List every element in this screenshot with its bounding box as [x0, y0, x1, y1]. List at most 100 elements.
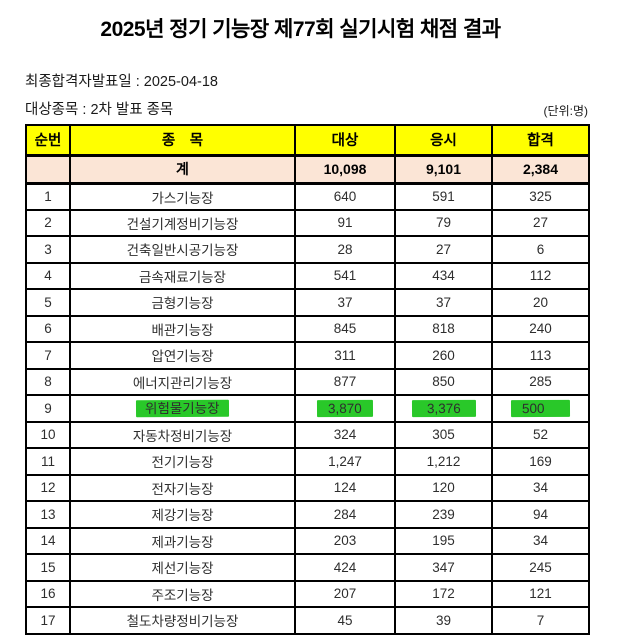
- meta-row: 대상종목 : 2차 발표 종목 (단위:명): [25, 98, 588, 119]
- cell-passed: 285: [491, 367, 590, 396]
- cell-target: 1,247: [294, 447, 396, 476]
- cell-no: [25, 154, 71, 185]
- cell-target: 845: [294, 314, 396, 343]
- cell-applied: 434: [394, 261, 493, 290]
- cell-passed: 240: [491, 314, 590, 343]
- cell-target: 207: [294, 579, 396, 608]
- unit-label: (단위:명): [543, 104, 588, 118]
- total-row: 계 10,098 9,101 2,384: [25, 154, 590, 185]
- green-highlight: 3,870: [317, 399, 373, 417]
- cell-target: 877: [294, 367, 396, 396]
- cell-target: 203: [294, 526, 396, 555]
- col-header-target: 대상: [294, 124, 396, 157]
- table-row: 12 전자기능장 124 120 34: [25, 473, 590, 502]
- cell-no: 12: [25, 473, 71, 502]
- cell-no: 14: [25, 526, 71, 555]
- green-highlight: 위험물기능장: [136, 399, 229, 417]
- cell-subject: 주조기능장: [69, 579, 296, 608]
- cell-applied: 1,212: [394, 447, 493, 476]
- cell-applied: 120: [394, 473, 493, 502]
- cell-target: 640: [294, 182, 396, 211]
- cell-target: 124: [294, 473, 396, 502]
- col-header-passed: 합격: [491, 124, 590, 157]
- cell-passed: 500: [491, 394, 590, 423]
- table-row: 8 에너지관리기능장 877 850 285: [25, 367, 590, 396]
- cell-passed: 34: [491, 473, 590, 502]
- cell-no: 15: [25, 553, 71, 582]
- cell-passed: 94: [491, 500, 590, 529]
- cell-passed: 34: [491, 526, 590, 555]
- cell-no: 7: [25, 341, 71, 370]
- cell-applied: 37: [394, 288, 493, 317]
- table-row: 4 금속재료기능장 541 434 112: [25, 261, 590, 290]
- cell-passed: 2,384: [491, 154, 590, 185]
- cell-applied: 195: [394, 526, 493, 555]
- cell-passed: 6: [491, 235, 590, 264]
- cell-passed: 7: [491, 606, 590, 635]
- col-header-no: 순번: [25, 124, 71, 157]
- cell-no: 17: [25, 606, 71, 635]
- cell-no: 9: [25, 394, 71, 423]
- cell-no: 4: [25, 261, 71, 290]
- cell-no: 6: [25, 314, 71, 343]
- table-row: 2 건설기계정비기능장 91 79 27: [25, 208, 590, 237]
- cell-applied: 79: [394, 208, 493, 237]
- cell-no: 16: [25, 579, 71, 608]
- cell-applied: 39: [394, 606, 493, 635]
- page-title: 2025년 정기 기능장 제77회 실기시험 채점 결과: [100, 18, 501, 41]
- cell-subject: 전기기능장: [69, 447, 296, 476]
- cell-target: 284: [294, 500, 396, 529]
- cell-applied: 9,101: [394, 154, 493, 185]
- cell-subject: 제선기능장: [69, 553, 296, 582]
- cell-target: 91: [294, 208, 396, 237]
- cell-target: 541: [294, 261, 396, 290]
- cell-applied: 850: [394, 367, 493, 396]
- cell-subject: 가스기능장: [69, 182, 296, 211]
- cell-passed: 121: [491, 579, 590, 608]
- cell-subject: 에너지관리기능장: [69, 367, 296, 396]
- cell-applied: 347: [394, 553, 493, 582]
- table-row: 5 금형기능장 37 37 20: [25, 288, 590, 317]
- cell-passed: 113: [491, 341, 590, 370]
- cell-passed: 325: [491, 182, 590, 211]
- cell-subject: 전자기능장: [69, 473, 296, 502]
- table-row: 17 철도차량정비기능장 45 39 7: [25, 606, 590, 635]
- cell-no: 3: [25, 235, 71, 264]
- cell-subject: 위험물기능장: [69, 394, 296, 423]
- cell-subject: 압연기능장: [69, 341, 296, 370]
- cell-applied: 591: [394, 182, 493, 211]
- cell-no: 2: [25, 208, 71, 237]
- header-row: 순번 종 목 대상 응시 합격: [25, 124, 590, 157]
- table-row: 10 자동차정비기능장 324 305 52: [25, 420, 590, 449]
- target-subjects-label: 대상종목 : 2차 발표 종목: [25, 102, 174, 118]
- cell-target: 28: [294, 235, 396, 264]
- cell-applied: 172: [394, 579, 493, 608]
- cell-subject: 제과기능장: [69, 526, 296, 555]
- cell-applied: 27: [394, 235, 493, 264]
- table-row: 7 압연기능장 311 260 113: [25, 341, 590, 370]
- table-row: 15 제선기능장 424 347 245: [25, 553, 590, 582]
- table-row: 6 배관기능장 845 818 240: [25, 314, 590, 343]
- cell-no: 8: [25, 367, 71, 396]
- cell-target: 324: [294, 420, 396, 449]
- table-row: 16 주조기능장 207 172 121: [25, 579, 590, 608]
- cell-no: 1: [25, 182, 71, 211]
- cell-applied: 260: [394, 341, 493, 370]
- cell-subject: 금형기능장: [69, 288, 296, 317]
- table-row: 14 제과기능장 203 195 34: [25, 526, 590, 555]
- cell-passed: 245: [491, 553, 590, 582]
- table-row: 11 전기기능장 1,247 1,212 169: [25, 447, 590, 476]
- cell-target: 37: [294, 288, 396, 317]
- cell-no: 5: [25, 288, 71, 317]
- table-row: 1 가스기능장 640 591 325: [25, 182, 590, 211]
- cell-subject: 제강기능장: [69, 500, 296, 529]
- cell-subject: 철도차량정비기능장: [69, 606, 296, 635]
- cell-passed: 27: [491, 208, 590, 237]
- cell-applied: 818: [394, 314, 493, 343]
- cell-target: 424: [294, 553, 396, 582]
- final-pass-announce-date: 최종합격자발표일 : 2025-04-18: [25, 74, 218, 90]
- results-table: 순번 종 목 대상 응시 합격 계 10,098 9,101 2,384 1 가…: [25, 124, 590, 635]
- green-highlight: 500: [511, 399, 570, 417]
- table-row: 13 제강기능장 284 239 94: [25, 500, 590, 529]
- cell-applied: 3,376: [394, 394, 493, 423]
